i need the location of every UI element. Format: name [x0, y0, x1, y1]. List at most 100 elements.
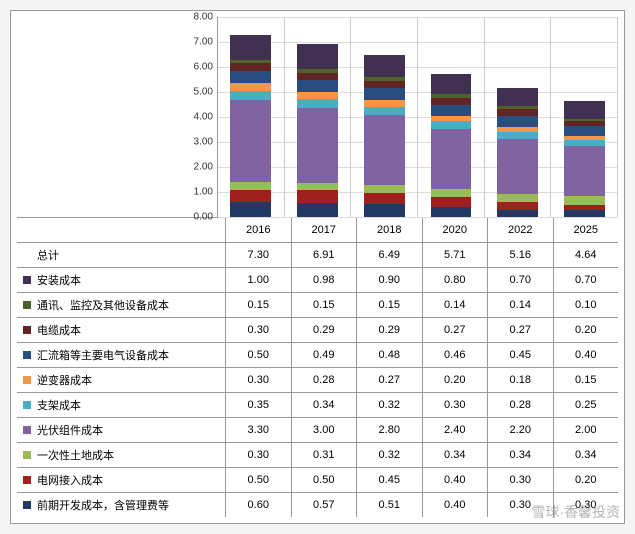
table-row: 通讯、监控及其他设备成本0.150.150.150.140.140.10	[17, 292, 618, 317]
value-cell: 0.34	[488, 443, 554, 467]
bar-segment-cable	[497, 109, 538, 116]
row-label-cell: 汇流箱等主要电气设备成本	[17, 343, 226, 367]
legend-swatch	[23, 426, 31, 434]
value-cell: 4.64	[554, 243, 619, 267]
bar-segment-inverter	[230, 83, 271, 91]
bar-column	[351, 17, 418, 217]
value-cell: 0.70	[488, 268, 554, 292]
value-cell: 0.48	[357, 343, 423, 367]
y-tick-label: 7.00	[194, 37, 213, 48]
value-cell: 3.30	[226, 418, 292, 442]
bar-segment-grid	[497, 202, 538, 210]
table-row: 一次性土地成本0.300.310.320.340.340.34	[17, 442, 618, 467]
value-cell: 0.10	[554, 293, 619, 317]
bar-segment-rack	[230, 91, 271, 100]
plot-area	[218, 17, 618, 217]
bar-segment-prep	[364, 204, 405, 217]
year-header-cell: 2018	[357, 218, 423, 242]
table-row: 汇流箱等主要电气设备成本0.500.490.480.460.450.40	[17, 342, 618, 367]
y-tick-label: 8.00	[194, 12, 213, 23]
table-row: 总计7.306.916.495.715.164.64	[17, 242, 618, 267]
year-header-row: 201620172018202020222025	[17, 218, 618, 242]
bar-segment-module	[564, 146, 605, 196]
bar-segment-rack	[431, 121, 472, 129]
bar-column	[551, 17, 618, 217]
row-label-text: 逆变器成本	[37, 372, 92, 388]
year-header-cell: 2025	[554, 218, 619, 242]
bar-segment-combiner	[431, 105, 472, 117]
y-tick-label: 0.00	[194, 212, 213, 223]
legend-swatch	[23, 401, 31, 409]
value-cell: 3.00	[292, 418, 358, 442]
value-cell: 0.29	[357, 318, 423, 342]
value-cell: 0.70	[554, 268, 619, 292]
value-cell: 0.18	[488, 368, 554, 392]
value-cell: 0.27	[357, 368, 423, 392]
value-cell: 5.71	[423, 243, 489, 267]
value-cell: 0.90	[357, 268, 423, 292]
bar-segment-rack	[297, 99, 338, 108]
value-cell: 0.14	[488, 293, 554, 317]
bar-segment-inverter	[364, 100, 405, 107]
row-label-text: 汇流箱等主要电气设备成本	[37, 347, 169, 363]
value-cell: 0.46	[423, 343, 489, 367]
bar-segment-combiner	[497, 116, 538, 127]
value-cell: 0.15	[554, 368, 619, 392]
bar-segment-land	[564, 196, 605, 205]
bar-segment-grid	[230, 190, 271, 203]
value-cell: 0.14	[423, 293, 489, 317]
value-cell: 0.51	[357, 493, 423, 517]
value-cell: 0.29	[292, 318, 358, 342]
bar-segment-combiner	[297, 80, 338, 92]
value-cell: 0.20	[423, 368, 489, 392]
bar-segment-cable	[297, 73, 338, 80]
table-row: 光伏组件成本3.303.002.802.402.202.00	[17, 417, 618, 442]
value-cell: 0.31	[292, 443, 358, 467]
value-cell: 0.60	[226, 493, 292, 517]
value-cell: 6.49	[357, 243, 423, 267]
value-cell: 1.00	[226, 268, 292, 292]
row-label-text: 总计	[37, 247, 59, 263]
value-cell: 0.98	[292, 268, 358, 292]
value-cell: 0.32	[357, 443, 423, 467]
legend-swatch	[23, 326, 31, 334]
row-label-cell: 逆变器成本	[17, 368, 226, 392]
bar-column	[285, 17, 352, 217]
y-axis: 0.001.002.003.004.005.006.007.008.00	[17, 17, 218, 217]
value-cell: 0.45	[488, 343, 554, 367]
year-header-cell: 2016	[226, 218, 292, 242]
value-cell: 2.00	[554, 418, 619, 442]
y-tick-label: 2.00	[194, 162, 213, 173]
bar-segment-combiner	[364, 88, 405, 100]
value-cell: 0.30	[488, 468, 554, 492]
value-cell: 2.80	[357, 418, 423, 442]
bar-segment-install	[431, 74, 472, 94]
bar-segment-land	[364, 185, 405, 193]
value-cell: 0.50	[226, 468, 292, 492]
value-cell: 0.30	[423, 393, 489, 417]
bar-segment-cable	[431, 98, 472, 105]
bar-segment-cable	[364, 81, 405, 88]
row-label-cell: 电缆成本	[17, 318, 226, 342]
bar-segment-land	[497, 194, 538, 203]
chart-area: 0.001.002.003.004.005.006.007.008.00	[17, 17, 618, 218]
bar-stack	[230, 35, 271, 218]
table-row: 逆变器成本0.300.280.270.200.180.15	[17, 367, 618, 392]
legend-swatch	[23, 451, 31, 459]
value-cell: 0.40	[554, 343, 619, 367]
bar-segment-grid	[364, 193, 405, 204]
table-row: 支架成本0.350.340.320.300.280.25	[17, 392, 618, 417]
value-cell: 2.40	[423, 418, 489, 442]
bar-segment-module	[297, 108, 338, 183]
bar-column	[418, 17, 485, 217]
value-cell: 5.16	[488, 243, 554, 267]
row-label-text: 光伏组件成本	[37, 422, 103, 438]
row-label-cell: 通讯、监控及其他设备成本	[17, 293, 226, 317]
value-cell: 0.30	[554, 493, 619, 517]
y-tick-label: 1.00	[194, 187, 213, 198]
bar-segment-install	[297, 44, 338, 69]
value-cell: 0.28	[292, 368, 358, 392]
row-label-cell: 总计	[17, 243, 226, 267]
value-cell: 0.15	[292, 293, 358, 317]
value-cell: 0.27	[488, 318, 554, 342]
